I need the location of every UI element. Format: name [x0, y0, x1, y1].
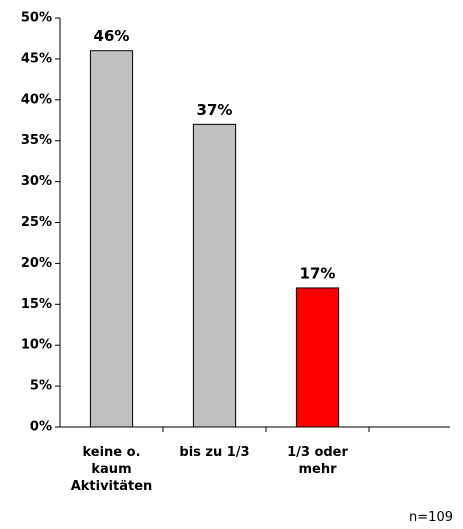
value-label: 46%: [94, 27, 130, 45]
bar: [192, 123, 237, 428]
y-tick-label: 15%: [21, 297, 52, 312]
y-tick-label: 10%: [21, 338, 52, 353]
sample-size: n=109: [409, 510, 453, 525]
y-tick-label: 40%: [21, 92, 52, 107]
x-tick-label: 1/3 oder mehr: [287, 445, 348, 477]
bar: [89, 50, 134, 428]
x-tick-label: bis zu 1/3: [179, 445, 250, 460]
x-tick-label: keine o. kaum Aktivitäten: [70, 445, 153, 494]
y-tick-label: 45%: [21, 51, 52, 66]
y-tick-label: 35%: [21, 133, 52, 148]
y-tick-label: 50%: [21, 11, 52, 26]
value-label: 17%: [300, 264, 336, 282]
bar: [295, 287, 340, 428]
y-tick-label: 25%: [21, 215, 52, 230]
y-tick-label: 30%: [21, 174, 52, 189]
y-tick-label: 5%: [30, 379, 52, 394]
y-tick-label: 20%: [21, 256, 52, 271]
y-tick-label: 0%: [30, 420, 52, 435]
value-label: 37%: [197, 101, 233, 119]
